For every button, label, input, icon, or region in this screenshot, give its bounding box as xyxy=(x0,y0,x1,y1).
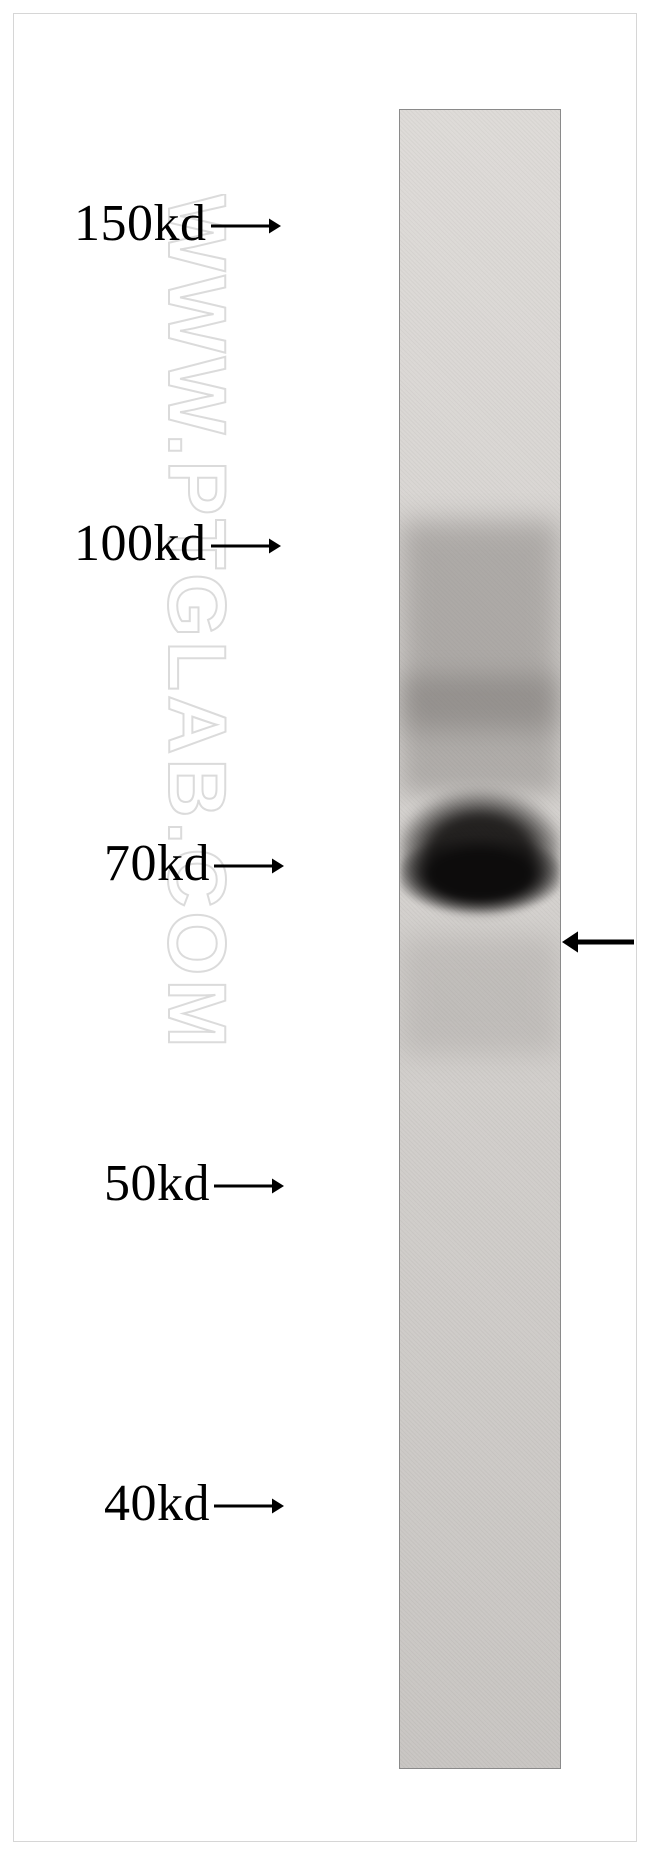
target-band-arrow xyxy=(560,922,636,962)
ladder-marker: 70kd xyxy=(104,834,288,893)
ladder-marker: 50kd xyxy=(104,1154,288,1213)
ladder-marker-label: 50kd xyxy=(104,1154,210,1213)
ladder-arrow-icon xyxy=(212,1158,288,1210)
figure-frame: WWW.PTGLAB.COM 150kd100kd70kd50kd40kd xyxy=(13,13,637,1842)
ladder-arrow-icon xyxy=(212,1478,288,1530)
blot-smear xyxy=(400,935,560,1055)
ladder-marker: 40kd xyxy=(104,1474,288,1533)
ladder-marker-label: 150kd xyxy=(74,194,207,253)
blot-lane xyxy=(399,109,561,1769)
ladder-marker: 150kd xyxy=(74,194,285,253)
ladder-arrow-icon xyxy=(212,838,288,890)
blot-lane-background xyxy=(400,110,560,1768)
ladder-marker-label: 40kd xyxy=(104,1474,210,1533)
ladder-arrow-icon xyxy=(209,198,285,250)
blot-smear xyxy=(400,675,560,795)
ladder-marker-label: 70kd xyxy=(104,834,210,893)
blot-band xyxy=(400,835,560,915)
ladder-marker-label: 100kd xyxy=(74,514,207,573)
ladder-marker: 100kd xyxy=(74,514,285,573)
ladder-arrow-icon xyxy=(209,518,285,570)
